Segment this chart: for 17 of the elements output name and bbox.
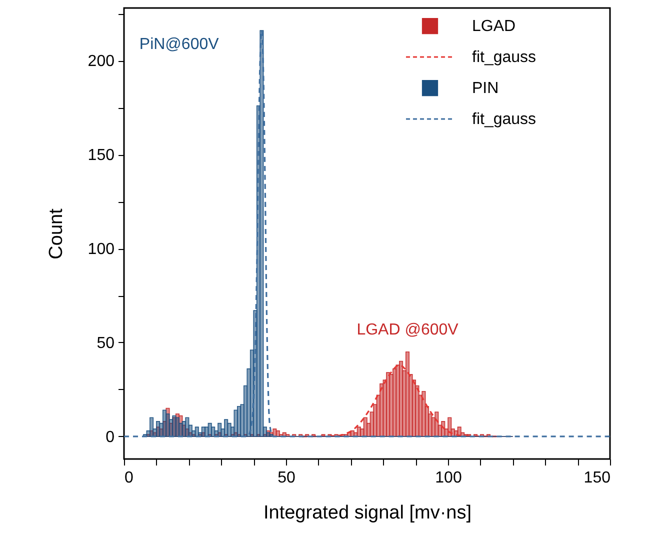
legend-label: PIN <box>472 80 499 97</box>
x-tick-label: 100 <box>435 470 462 486</box>
y-axis-title: Count <box>46 208 67 260</box>
x-tick-label: 0 <box>124 470 134 486</box>
annotation: LGAD @600V <box>356 321 459 338</box>
legend-label: LGAD <box>472 18 516 35</box>
annotation: PiN@600V <box>139 36 220 54</box>
y-tick-label: 200 <box>88 53 115 70</box>
y-tick-label: 100 <box>88 241 115 258</box>
x-tick-label: 50 <box>278 470 296 486</box>
y-tick-label: 0 <box>106 428 115 446</box>
x-tick-label: 150 <box>584 470 611 486</box>
legend-label: fit_gauss <box>472 111 536 128</box>
x-axis-title: Integrated signal [mv·ns] <box>263 502 472 524</box>
y-tick-label: 150 <box>88 147 115 164</box>
legend-label: fit_gauss <box>472 49 536 66</box>
y-tick-label: 50 <box>96 334 115 352</box>
